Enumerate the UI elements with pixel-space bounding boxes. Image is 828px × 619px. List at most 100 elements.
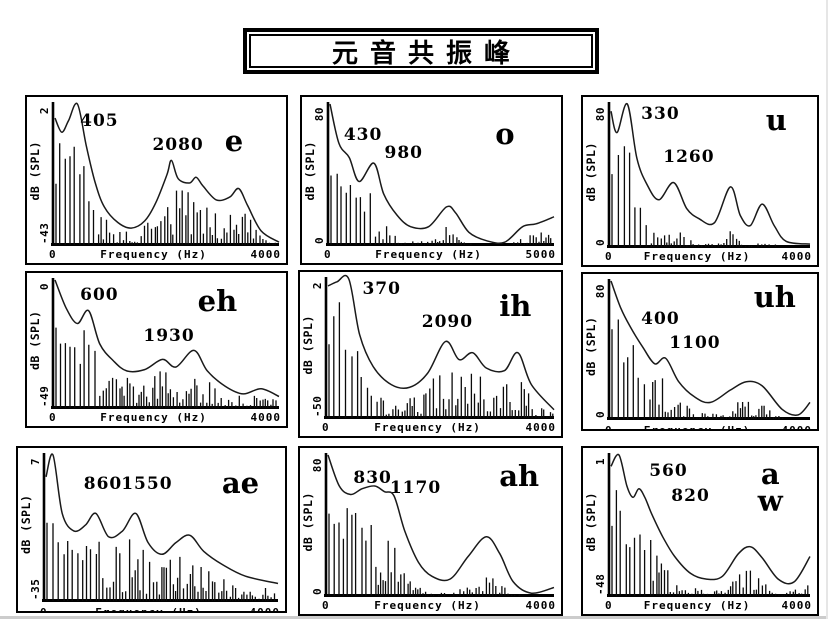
x-axis-labels: 0 Frequency (Hz) 4000 [605, 423, 812, 431]
vowel-label-ae: ae [221, 465, 260, 500]
x-axis-labels: 0 Frequency (Hz) 4000 [49, 247, 281, 261]
harmonic-spectrum [330, 173, 552, 245]
formant-annotation: 830 [353, 467, 392, 488]
y-axis-title: dB (SPL) [19, 495, 33, 554]
y-axis-title: dB (SPL) [584, 317, 598, 376]
formant-annotation: 560 [649, 460, 688, 481]
formant-annotation: 1170 [389, 477, 442, 498]
y-axis-max-label: 0 [38, 283, 51, 290]
formant-envelope [610, 453, 811, 585]
formant-annotation: 370 [362, 279, 401, 299]
harmonic-spectrum [611, 319, 784, 419]
x-axis-max: 4000 [525, 599, 556, 612]
y-axis-max-label: 1 [594, 458, 607, 465]
vowel-label-e: e [224, 123, 244, 158]
spectrum-plot-ae: 7 -35 dB (SPL) [19, 453, 279, 602]
formant-envelope [54, 102, 280, 243]
harmonic-spectrum [611, 490, 809, 596]
spectrum-plot-ah: 80 0 dB (SPL) [301, 453, 555, 597]
formant-annotation: 860 [83, 473, 123, 494]
y-axis-max-label: 2 [311, 282, 324, 289]
x-axis-title: Frequency (Hz) [95, 606, 202, 613]
formant-annotation: 980 [384, 143, 423, 164]
x-axis-labels: 0 Frequency (Hz) 4000 [605, 249, 812, 263]
x-axis-min: 0 [605, 424, 613, 431]
harmonic-spectrum [46, 522, 276, 601]
x-axis-max: 4000 [781, 250, 812, 263]
formant-annotation: 400 [641, 308, 680, 329]
x-axis-min: 0 [322, 599, 330, 612]
x-axis-title: Frequency (Hz) [643, 599, 751, 612]
spectrum-panel-e: 2 -43 dB (SPL) 405 2080 e 0 Frequency (Hz)… [25, 95, 288, 265]
x-axis-labels: 0 Frequency (Hz) 4000 [322, 598, 556, 612]
formant-envelope [327, 274, 555, 411]
x-axis-labels: 0 Frequency (Hz) 4000 [49, 410, 281, 424]
vowel-label-ih: ih [499, 288, 532, 323]
harmonic-spectrum [611, 146, 777, 247]
formant-annotation: 430 [343, 125, 383, 146]
spectrum-plot-uh: 80 0 dB (SPL) [584, 279, 811, 420]
formant-envelope [327, 454, 555, 595]
formant-envelope [329, 103, 555, 244]
figure-title-inner-border: 元音共振峰 [249, 34, 593, 69]
x-axis-max: 4000 [250, 411, 281, 424]
figure-title: 元音共振峰 [331, 38, 522, 69]
spectrum-panel-o: 80 0 dB (SPL) 430 980 o 0 Frequency (Hz) 5… [300, 95, 563, 265]
formant-annotation: 1930 [143, 326, 195, 347]
x-axis-min: 0 [49, 248, 57, 261]
y-axis-min-label: -35 [29, 579, 42, 600]
x-axis-min: 0 [605, 599, 613, 612]
y-axis-min-label: -49 [38, 386, 51, 407]
page-right-edge [826, 0, 828, 619]
y-axis-min-label: 0 [594, 239, 607, 246]
spectrum-panel-u: 80 0 dB (SPL) 330 1260 u 0 Frequency (Hz) … [581, 95, 819, 267]
formant-annotation: 405 [80, 111, 119, 132]
x-axis-labels: 0 Frequency (Hz) 4000 [322, 420, 556, 434]
formant-envelope [54, 279, 280, 398]
y-axis-min-label: 0 [594, 411, 607, 418]
y-axis-title: dB (SPL) [301, 315, 315, 374]
formant-annotation: 820 [671, 486, 710, 507]
spectrum-plot-e: 2 -43 dB (SPL) [28, 102, 280, 246]
x-axis-min: 0 [40, 606, 48, 613]
vowel-label-o: o [495, 116, 515, 151]
spectrum-plot-u: 80 0 dB (SPL) [584, 102, 811, 248]
formant-annotation: 2080 [152, 135, 204, 156]
x-axis-labels: 0 Frequency (Hz) 4000 [40, 605, 280, 613]
formant-annotation: 1260 [663, 146, 715, 167]
x-axis-title: Frequency (Hz) [100, 248, 207, 261]
spectrum-panel-uh: 80 0 dB (SPL) 400 1100 uh 0 Frequency (Hz)… [581, 272, 819, 431]
spectrum-panel-ae: 7 -35 dB (SPL) 860 1550 ae 0 Frequency (Hz… [16, 446, 287, 613]
formant-envelope [45, 453, 279, 585]
x-axis-min: 0 [322, 421, 330, 434]
vowel-label-eh: eh [197, 283, 238, 318]
y-axis-min-label: 0 [311, 588, 324, 595]
y-axis-max-label: 80 [594, 107, 607, 121]
vowel-label-u: u [765, 102, 787, 137]
spectrum-panel-ah: 80 0 dB (SPL) 830 1170 ah 0 Frequency (Hz)… [298, 446, 563, 616]
vowel-label-uh: uh [753, 279, 796, 314]
x-axis-title: Frequency (Hz) [643, 424, 751, 431]
formant-annotation: 1550 [121, 473, 173, 494]
x-axis-max: 4000 [781, 424, 812, 431]
x-axis-title: Frequency (Hz) [100, 411, 207, 424]
x-axis-title: Frequency (Hz) [374, 421, 481, 434]
y-axis-title: dB (SPL) [584, 142, 598, 201]
y-axis-min-label: -43 [38, 223, 51, 244]
y-axis-title: dB (SPL) [584, 492, 598, 551]
x-axis-min: 0 [605, 250, 613, 263]
y-axis-max-label: 80 [594, 284, 607, 298]
x-axis-title: Frequency (Hz) [643, 250, 751, 263]
harmonic-spectrum [55, 327, 277, 408]
y-axis-max-label: 80 [313, 107, 326, 121]
x-axis-min: 0 [49, 411, 57, 424]
y-axis-max-label: 7 [29, 458, 42, 465]
x-axis-title: Frequency (Hz) [375, 248, 482, 261]
spectrum-panel-eh: 0 -49 dB (SPL) 600 1930 eh 0 Frequency (Hz… [25, 271, 288, 428]
y-axis-min-label: 0 [313, 237, 326, 244]
x-axis-title: Frequency (Hz) [374, 599, 481, 612]
harmonic-spectrum [55, 143, 276, 245]
y-axis-min-label: -48 [594, 574, 607, 595]
harmonic-spectrum [328, 302, 554, 418]
x-axis-labels: 0 Frequency (Hz) 4000 [605, 598, 812, 612]
